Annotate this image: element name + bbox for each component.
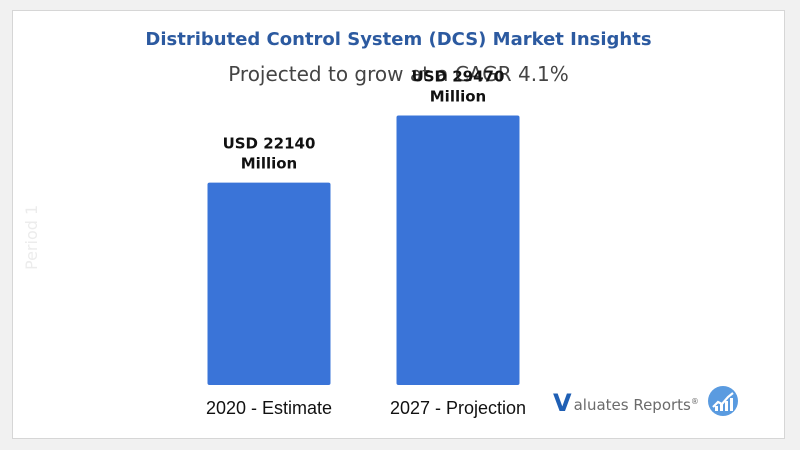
- bar-1: [396, 115, 520, 385]
- data-label-0-line-0: USD 22140: [223, 135, 316, 153]
- chart-circle-icon: [707, 385, 739, 421]
- data-label-1-line-1: Million: [430, 88, 486, 106]
- logo-initial: V: [553, 389, 572, 417]
- logo-wordmark: aluates Reports: [573, 396, 691, 414]
- bar-0: [207, 182, 331, 385]
- data-label-1-line-0: USD 29470: [412, 68, 505, 86]
- category-label-1: 2027 - Projection: [390, 398, 526, 418]
- logo-text: aluates Reports®: [574, 396, 699, 414]
- chart-title: Distributed Control System (DCS) Market …: [145, 29, 652, 50]
- chart-subtitle: Projected to grow at a CAGR 4.1%: [228, 62, 569, 86]
- logo-registered-mark: ®: [690, 397, 699, 406]
- data-label-0-line-1: Million: [241, 155, 297, 173]
- category-label-0: 2020 - Estimate: [206, 398, 332, 418]
- valuates-logo: V aluates Reports®: [553, 385, 739, 421]
